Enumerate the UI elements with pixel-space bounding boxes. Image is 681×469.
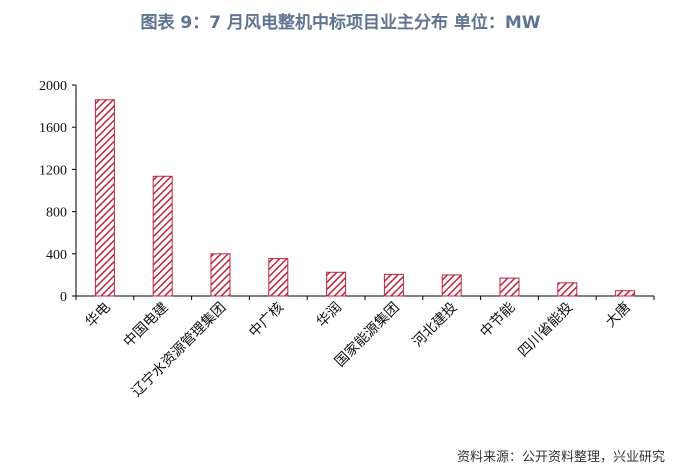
bar [94, 99, 115, 297]
chart-title: 图表 9：7 月风电整机中标项目业主分布 单位：MW [140, 13, 541, 33]
bar [210, 253, 231, 297]
bar [152, 175, 173, 297]
category-label: 中广核 [246, 300, 287, 341]
bar [441, 274, 462, 297]
bar [615, 290, 636, 297]
y-tick-label: 2000 [39, 79, 67, 94]
y-tick-label: 800 [46, 206, 67, 221]
bar [326, 271, 347, 297]
bar [383, 273, 404, 297]
y-tick-label: 0 [60, 290, 67, 305]
y-tick-label: 400 [46, 248, 67, 263]
category-label: 华电 [83, 300, 114, 331]
source-note: 资料来源：公开资料整理，兴业研究 [456, 450, 665, 465]
bar [499, 277, 520, 297]
category-label: 辽宁水资源管理集团 [128, 299, 229, 400]
category-label: 中国电建 [121, 300, 172, 351]
category-label: 四川省能投 [515, 300, 576, 361]
y-tick-label: 1200 [39, 163, 67, 178]
category-label: 中节能 [477, 300, 518, 341]
bar [268, 258, 289, 297]
category-label: 大唐 [602, 299, 634, 331]
category-label: 河北建投 [410, 300, 461, 351]
bar [557, 282, 578, 297]
y-tick-label: 1600 [39, 121, 67, 136]
category-label: 华润 [314, 300, 345, 331]
